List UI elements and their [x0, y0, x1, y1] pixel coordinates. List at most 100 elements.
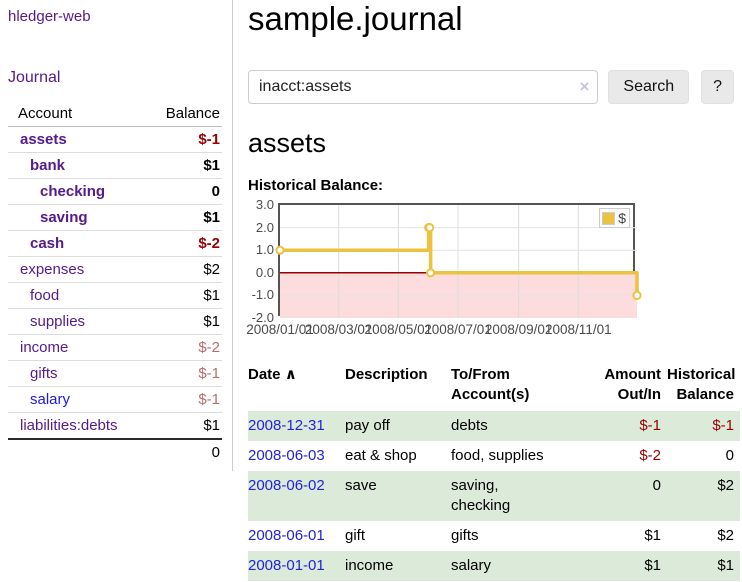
account-row: cash $-2 [8, 230, 222, 257]
accounts-table: Account Balance assets $-1 bank $1 check… [8, 101, 222, 465]
balance-column-header: Balance [150, 101, 222, 127]
register-row: 2008-06-03 eat & shop food, supplies $-2… [248, 441, 740, 471]
x-axis-label: 2008/11/01 [545, 322, 612, 337]
account-balance: $-1 [150, 386, 222, 413]
account-row: assets $-1 [8, 126, 222, 153]
chart-legend: $ [599, 208, 630, 228]
y-axis-label: -2.0 [251, 310, 274, 325]
amount-cell: $1 [644, 527, 661, 544]
y-axis-label: 3.0 [255, 197, 274, 212]
account-balance: $1 [150, 282, 222, 309]
account-link-food[interactable]: food [30, 287, 60, 304]
register-header-description: Description [345, 366, 428, 383]
amount-cell: $-1 [639, 417, 661, 434]
account-balance: $1 [150, 308, 222, 335]
accounts-cell: saving, checking [451, 477, 511, 514]
account-link-checking[interactable]: checking [40, 183, 106, 200]
amount-cell: 0 [652, 477, 661, 494]
chart-plot-area: $ 3.0 2.0 1.0 0.0 -1.0 -2.0 2008/01/01 2008/03… [246, 197, 642, 337]
balance-chart: $ 3.0 2.0 1.0 0.0 -1.0 -2.0 2008/01/01 2008/03… [246, 197, 642, 341]
account-row: food $1 [8, 282, 222, 309]
account-link-saving[interactable]: saving [40, 209, 88, 226]
account-balance: $-2 [150, 230, 222, 257]
account-row: salary $-1 [8, 386, 222, 413]
date-link[interactable]: 2008-06-03 [248, 447, 325, 464]
nav-journal-link[interactable]: Journal [8, 69, 61, 86]
amount-cell: $-2 [639, 447, 661, 464]
register-table: Date ∧ Description To/From Account(s) Amo… [248, 363, 740, 581]
register-row: 2008-06-02 save saving, checking 0 $2 [248, 471, 740, 521]
accounts-cell: food, supplies [451, 447, 544, 464]
account-balance: $-2 [150, 334, 222, 361]
account-balance: $2 [150, 256, 222, 283]
account-balance: 0 [150, 178, 222, 205]
account-row: liabilities:debts $1 [8, 413, 222, 440]
brand-link[interactable]: hledger-web [8, 8, 91, 25]
x-axis-label: 2008/03/01 [304, 322, 373, 337]
accounts-cell: gifts [451, 527, 479, 544]
page-title: sample.journal [248, 0, 463, 37]
balance-cell: $2 [717, 527, 734, 544]
account-link-income[interactable]: income [20, 339, 69, 356]
balance-cell: $2 [717, 477, 734, 494]
register-header-row: Date ∧ Description To/From Account(s) Amo… [248, 363, 740, 411]
account-heading: assets [248, 128, 327, 158]
account-balance: $1 [150, 204, 222, 231]
description-cell: eat & shop [345, 447, 417, 464]
register-header-date[interactable]: Date ∧ [248, 366, 297, 383]
date-link[interactable]: 2008-12-31 [248, 417, 325, 434]
register-header-accounts: To/From Account(s) [451, 366, 530, 403]
main-content: sample.journal × Search ? assets Histori… [246, 0, 740, 581]
account-link-liabilities-debts[interactable]: liabilities:debts [20, 417, 118, 434]
account-row: gifts $-1 [8, 360, 222, 387]
x-axis-label: 2008/07/01 [424, 322, 492, 337]
account-row: checking 0 [8, 178, 222, 205]
description-cell: save [345, 477, 377, 494]
x-axis-label: 2008/09/01 [484, 322, 553, 337]
register-header-amount: Amount Out/In [604, 366, 661, 403]
account-balance: $1 [150, 152, 222, 179]
accounts-total: 0 [150, 438, 222, 465]
x-axis-label: 2008/01/01 [246, 322, 314, 337]
help-button[interactable]: ? [701, 70, 734, 104]
clear-search-icon[interactable]: × [579, 77, 590, 96]
description-cell: gift [345, 527, 366, 544]
amount-cell: $1 [644, 557, 661, 574]
y-axis-label: 0.0 [255, 264, 274, 280]
accounts-cell: debts [451, 417, 488, 434]
account-row: expenses $2 [8, 256, 222, 283]
search-form: × Search ? [248, 70, 734, 104]
chart-title: Historical Balance: [248, 177, 384, 194]
x-axis-label: 2008/05/01 [364, 322, 433, 337]
account-balance: $-1 [150, 126, 222, 153]
legend-swatch-icon [602, 211, 616, 225]
chart-canvas [275, 205, 642, 318]
date-link[interactable]: 2008-06-01 [248, 527, 325, 544]
balance-cell: $-1 [712, 417, 734, 434]
accounts-table-header: Account Balance [8, 101, 222, 127]
y-axis-label: 2.0 [255, 219, 274, 235]
account-link-supplies[interactable]: supplies [30, 313, 86, 330]
description-cell: income [345, 557, 394, 574]
register-row: 2008-06-01 gift gifts $1 $2 [248, 521, 740, 551]
balance-cell: 0 [725, 447, 734, 464]
account-link-bank[interactable]: bank [30, 157, 66, 174]
search-button[interactable]: Search [608, 70, 690, 104]
accounts-cell: salary [451, 557, 492, 574]
account-row: bank $1 [8, 152, 222, 179]
account-column-header: Account [8, 101, 151, 127]
y-axis-label: 1.0 [255, 242, 274, 258]
account-link-gifts[interactable]: gifts [30, 365, 58, 382]
account-link-assets[interactable]: assets [20, 131, 67, 148]
register-header-balance: Historical Balance [667, 366, 736, 403]
account-link-expenses[interactable]: expenses [20, 261, 85, 278]
register-row: 2008-12-31 pay off debts $-1 $-1 [248, 411, 740, 441]
search-input[interactable] [248, 70, 599, 104]
account-link-cash[interactable]: cash [30, 235, 65, 252]
y-axis-labels: 3.0 2.0 1.0 0.0 -1.0 -2.0 [242, 197, 274, 325]
account-row: saving $1 [8, 204, 222, 231]
date-link[interactable]: 2008-06-02 [248, 477, 325, 494]
date-link[interactable]: 2008-01-01 [248, 557, 325, 574]
account-link-salary[interactable]: salary [30, 391, 71, 408]
x-axis-labels: 2008/01/01 2008/03/01 2008/05/01 2008/07/01… [246, 322, 633, 340]
